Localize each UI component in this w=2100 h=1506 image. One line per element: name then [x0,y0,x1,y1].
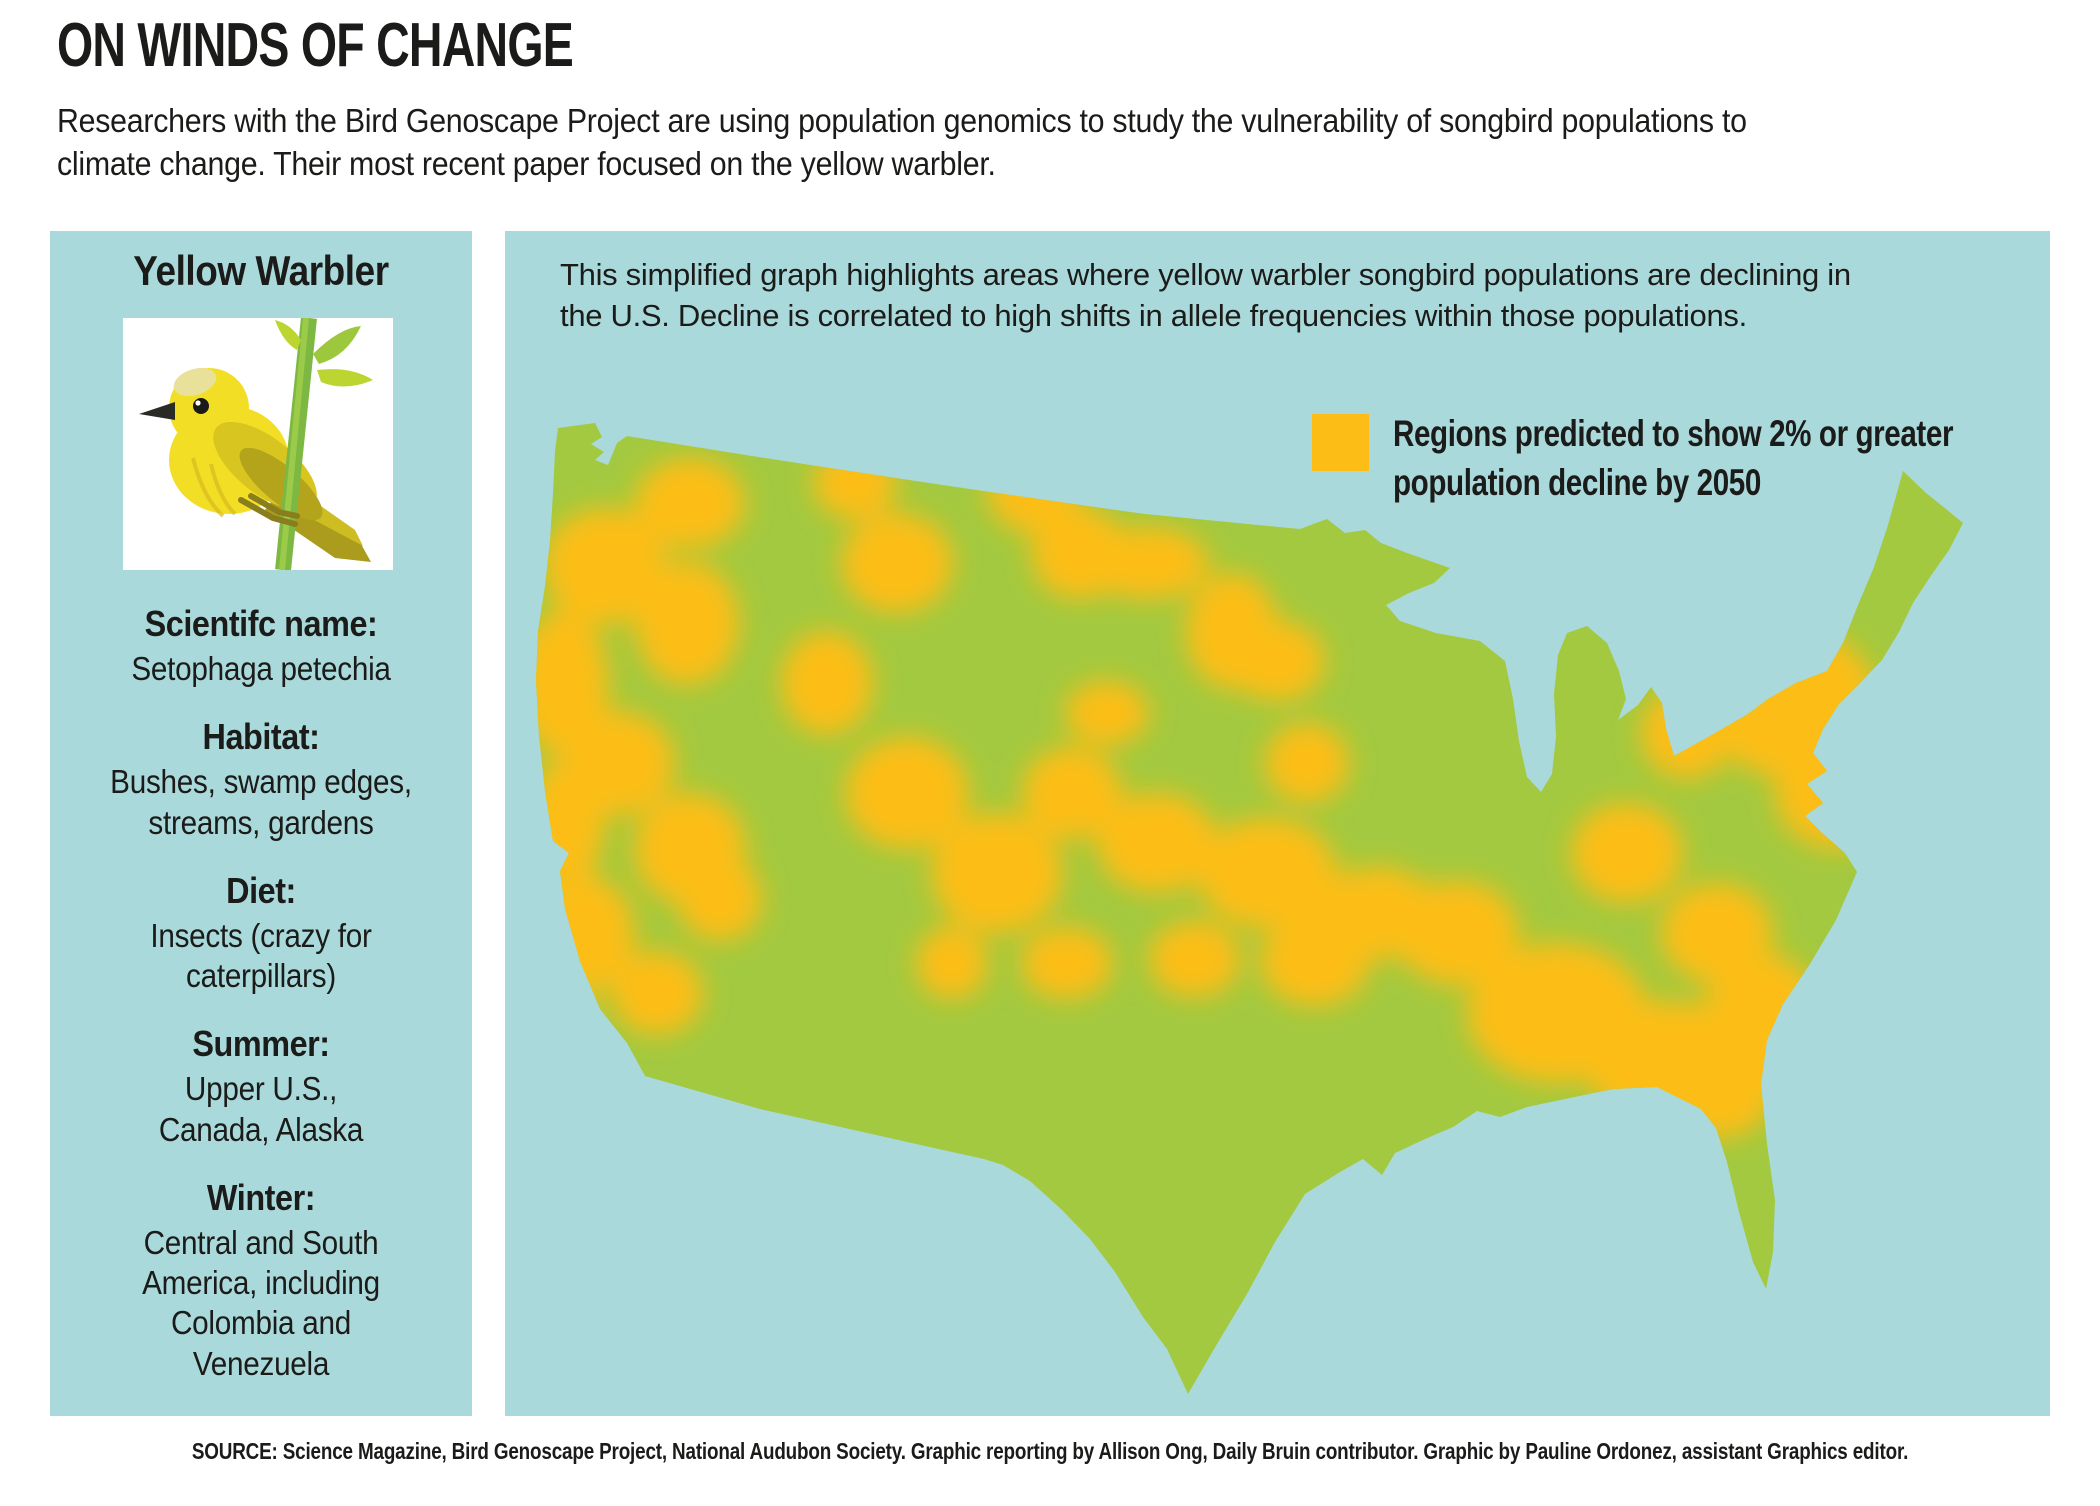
fact-label: Habitat: [202,716,320,758]
fact-habitat: Habitat: Bushes, swamp edges, streams, g… [71,716,451,843]
decline-region-blob [1666,571,1778,675]
decline-region-blob [1149,921,1241,997]
decline-region-blob [931,813,1063,933]
fact-value: Upper U.S., Canada, Alaska [158,1070,364,1148]
fact-value: Setophaga petechia [131,650,391,687]
fact-label: Scientifc name: [144,603,378,644]
legend-swatch [1312,414,1369,471]
bird-facts-sidebar: Yellow Warbler [50,231,472,1416]
legend-label: Regions predicted to show 2% or greater … [1393,413,1954,503]
decline-region-blob [1022,747,1122,839]
fact-diet: Diet: Insects (crazy for caterpillars) [71,870,451,997]
decline-region-blob [1661,1047,1773,1139]
fact-value: Bushes, swamp edges, streams, gardens [110,763,412,841]
bird-facts-list: Scientifc name: Setophaga petechia Habit… [71,603,451,1411]
decline-region-blob [841,513,953,613]
decline-region-blob [1265,723,1349,803]
decline-region-blob [845,737,969,849]
decline-region-blob [1021,927,1113,999]
decline-region-blob [1097,793,1217,893]
decline-region-blob [781,631,873,735]
fact-value: Insects (crazy for caterpillars) [150,916,372,994]
fact-winter: Winter: Central and South America, inclu… [71,1177,451,1384]
decline-region-blob [1661,883,1773,983]
us-decline-map [536,423,1963,1394]
fact-summer: Summer: Upper U.S., Canada, Alaska [71,1023,451,1150]
decline-region-blob [678,857,762,941]
fact-label: Summer: [192,1023,330,1065]
sidebar-heading: Yellow Warbler [133,247,389,294]
fact-label: Winter: [206,1176,316,1218]
decline-region-blob [611,951,703,1035]
fact-scientific-name: Scientifc name: Setophaga petechia [71,603,451,689]
source-credit-line: SOURCE: Science Magazine, Bird Genoscape… [191,1438,1909,1464]
decline-region-blob [813,447,897,519]
bird-image-box [123,318,393,570]
decline-region-blob [916,927,988,999]
page-title: ON WINDS OF CHANGE [57,11,574,80]
page-subtitle: Researchers with the Bird Genoscape Proj… [57,102,1747,182]
decline-region-blob [1395,881,1519,985]
decline-region-blob [1229,621,1325,701]
decline-region-blob [1065,681,1149,745]
decline-region-blob [1775,737,1899,849]
decline-region-blob [536,967,591,1059]
decline-region-blob [536,761,605,885]
decline-region-blob [1260,916,1370,1006]
map-panel: This simplified graph highlights areas w… [505,231,2050,1416]
decline-region-blob [635,458,745,548]
fact-value: Central and South America, including Col… [142,1223,380,1382]
decline-region-blob [543,508,667,624]
decline-region-blob [1197,818,1337,928]
decline-region-blob [1085,527,1209,599]
yellow-warbler-illustration [123,318,393,570]
decline-region-blob [635,561,739,685]
map-description: This simplified graph highlights areas w… [560,257,1851,333]
fact-label: Diet: [226,869,296,911]
decline-region-blob [536,611,609,755]
decline-region-blob [1571,803,1683,903]
